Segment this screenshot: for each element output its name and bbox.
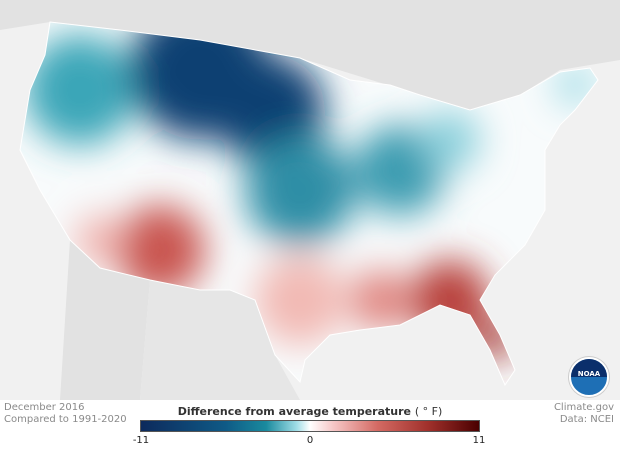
source-label: Climate.gov [553, 402, 614, 413]
legend-colorbar [140, 420, 480, 432]
date-label: December 2016 [4, 402, 85, 413]
comparison-label: Compared to 1991-2020 [4, 414, 127, 425]
legend-title: Difference from average temperature ( ° … [177, 405, 443, 418]
us-outline [19, 21, 599, 387]
legend-max: 11 [472, 435, 486, 446]
caption-left: December 2016 Compared to 1991-2020 [4, 402, 127, 426]
legend-min: -11 [132, 435, 150, 446]
caption-right: Climate.gov Data: NCEI [554, 402, 614, 426]
canada-landmass [0, 0, 620, 110]
data-label: Data: NCEI [559, 414, 614, 425]
noaa-logo: NOAA [569, 357, 609, 397]
temperature-anomaly-map [0, 0, 620, 400]
legend-mid: 0 [306, 435, 314, 446]
mexico-landmass [60, 240, 150, 400]
legend-unit: ( ° F) [414, 405, 443, 418]
